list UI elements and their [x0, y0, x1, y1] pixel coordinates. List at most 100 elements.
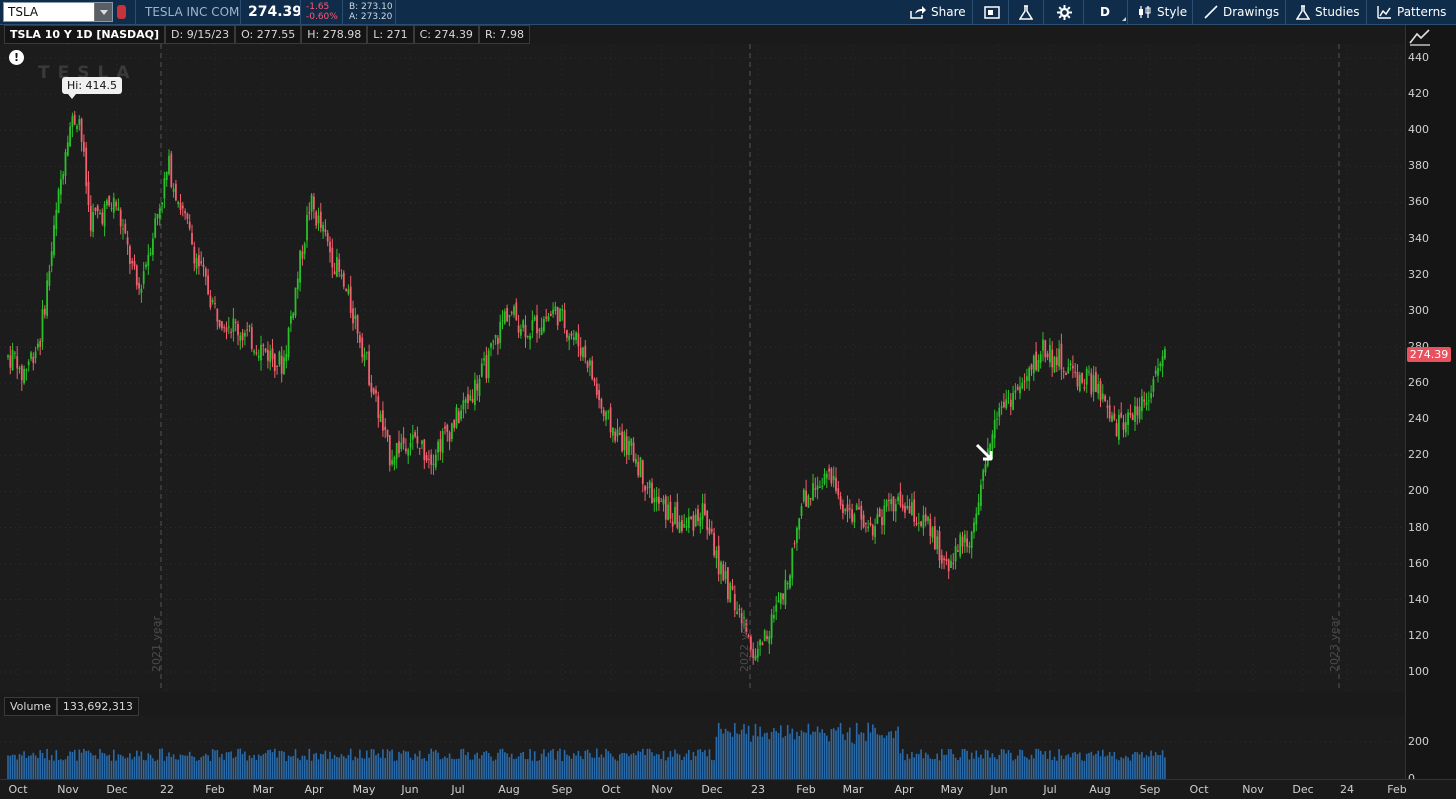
time-tick-label: 24: [1340, 783, 1354, 796]
candle-body: [959, 534, 962, 557]
time-axis[interactable]: Oct Nov Dec 22 Feb Mar Apr May Jun Jul Aug Sep Oct No…: [0, 779, 1456, 799]
candle-body: [853, 514, 856, 523]
candle-body: [469, 395, 472, 401]
candle-body: [434, 454, 437, 468]
volume-bar: [464, 755, 467, 779]
chart-style-toggle-icon[interactable]: [1409, 28, 1431, 46]
alert-icon[interactable]: [117, 5, 126, 19]
candle-body: [538, 329, 541, 331]
candle-body: [770, 614, 773, 639]
volume-bar: [1150, 750, 1152, 779]
volume-bar: [1019, 749, 1021, 779]
volume-bar: [1049, 750, 1051, 779]
candle-body: [460, 410, 462, 420]
candle-body: [386, 429, 389, 437]
candle-body: [89, 205, 92, 231]
patterns-button[interactable]: Patterns: [1377, 0, 1446, 24]
candle-body: [152, 238, 154, 255]
candle-body: [280, 355, 283, 374]
snapshot-button[interactable]: [984, 0, 1000, 24]
share-button[interactable]: Share: [910, 0, 966, 24]
symbol-dropdown-arrow-icon[interactable]: [94, 3, 112, 21]
aggregation-button[interactable]: D: [1100, 0, 1126, 24]
flask-button[interactable]: [1019, 0, 1033, 24]
volume-bar: [451, 758, 453, 779]
volume-bar: [421, 759, 423, 779]
volume-bar: [570, 758, 573, 779]
volume-bar: [262, 754, 265, 779]
candle-body: [768, 636, 771, 644]
time-tick-label: May: [352, 783, 376, 796]
volume-bar: [1164, 757, 1166, 779]
candle-body: [890, 498, 893, 505]
candle-body: [763, 630, 766, 642]
candle-body: [1039, 354, 1042, 363]
candle-body: [556, 306, 559, 326]
volume-bar: [547, 752, 550, 779]
candle-body: [1044, 340, 1047, 358]
volume-bar: [770, 732, 773, 779]
candle-body: [423, 439, 426, 461]
volume-bar: [27, 755, 30, 779]
volume-bar: [382, 749, 384, 779]
drawings-button[interactable]: Drawings: [1204, 0, 1279, 24]
candle-body: [1019, 386, 1021, 394]
volume-bar: [529, 748, 531, 779]
candle-body: [1099, 381, 1102, 401]
volume-bar: [205, 753, 207, 779]
volume-bar: [333, 755, 336, 779]
notice-icon[interactable]: !: [9, 50, 24, 65]
candle-body: [660, 500, 663, 502]
candle-body: [1049, 344, 1051, 363]
candle-body: [510, 312, 513, 314]
volume-bar: [591, 757, 593, 779]
volume-bar: [218, 757, 221, 779]
volume-chart[interactable]: [0, 716, 1405, 779]
volume-bar: [874, 727, 876, 779]
candles-icon: [1139, 6, 1151, 18]
price-axis-panel[interactable]: [1405, 25, 1456, 799]
price-chart[interactable]: [0, 44, 1405, 692]
candle-body: [170, 153, 173, 188]
symbol-input[interactable]: TSLA: [3, 2, 113, 22]
high-marker-label: Hi: 414.5: [62, 77, 123, 99]
candle-body: [133, 261, 136, 267]
style-button[interactable]: Style: [1138, 0, 1187, 24]
volume-title[interactable]: Volume: [4, 697, 57, 716]
candle-body: [655, 496, 658, 503]
volume-bar: [96, 758, 99, 779]
candle-body: [211, 300, 214, 303]
candle-body: [198, 255, 200, 267]
volume-bar: [908, 758, 911, 779]
volume-bar: [816, 726, 819, 779]
studies-button[interactable]: Studies: [1296, 0, 1360, 24]
candle-body: [678, 522, 681, 533]
settings-button[interactable]: [1057, 0, 1072, 24]
candle-body: [1051, 349, 1054, 368]
volume-bar: [140, 751, 143, 779]
candle-body: [43, 308, 46, 315]
volume-bar: [947, 749, 950, 779]
candle-body: [536, 315, 538, 334]
volume-bar: [888, 731, 890, 779]
volume-bar: [87, 750, 90, 779]
volume-bar: [1069, 757, 1072, 779]
volume-bar: [119, 754, 122, 779]
volume-bar: [469, 759, 472, 779]
candle-body: [692, 515, 695, 531]
candle-body: [416, 436, 419, 444]
volume-bar: [895, 730, 897, 779]
chart-title[interactable]: TSLA 10 Y 1D [NASDAQ]: [4, 25, 166, 44]
candle-body: [375, 389, 377, 394]
volume-bar: [1161, 750, 1164, 779]
candle-body: [1115, 423, 1118, 437]
candle-body: [931, 527, 934, 538]
candle-body: [329, 241, 331, 253]
volume-bar: [416, 756, 419, 779]
candle-body: [405, 448, 407, 452]
volume-bar: [375, 755, 377, 779]
volume-bar: [283, 751, 285, 779]
patterns-label: Patterns: [1397, 5, 1447, 19]
volume-bar: [494, 759, 497, 779]
volume-bar: [715, 736, 718, 779]
